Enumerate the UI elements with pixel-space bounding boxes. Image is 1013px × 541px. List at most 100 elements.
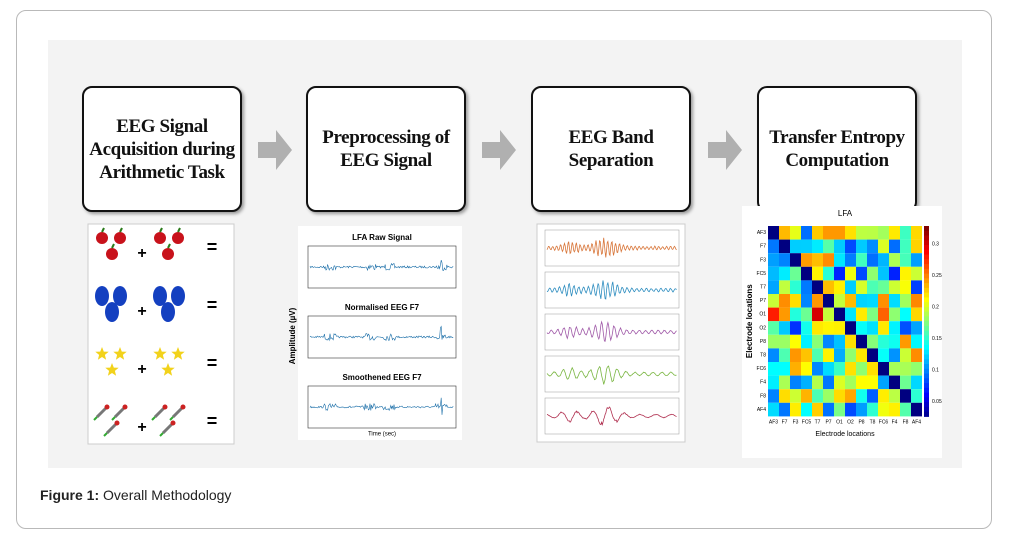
heatmap-cell <box>878 294 889 308</box>
plus-sign: + <box>137 419 146 436</box>
heatmap-cell <box>801 253 812 267</box>
heatmap-cell <box>889 402 900 417</box>
plus-sign: + <box>137 303 146 320</box>
balloon <box>113 286 127 306</box>
heatmap-cell <box>834 334 845 349</box>
heatmap-cell <box>856 321 867 335</box>
heatmap-cell <box>889 253 900 267</box>
x-axis-label: Electrode locations <box>815 431 875 438</box>
balloon <box>171 286 185 306</box>
col-label: AF4 <box>912 420 921 426</box>
heatmap-cell <box>812 253 823 267</box>
colorbar-tick: 0.25 <box>932 273 942 279</box>
heatmap-cell <box>900 375 911 390</box>
heatmap-cell <box>834 348 845 362</box>
rocket-flame <box>169 416 174 421</box>
colorbar-step <box>924 254 929 260</box>
heatmap-cell <box>856 294 867 308</box>
heatmap-cell <box>911 266 922 281</box>
heatmap-cell <box>801 362 812 376</box>
colorbar-tick: 0.2 <box>932 304 939 310</box>
heatmap-cell <box>834 321 845 335</box>
plus-sign: + <box>137 245 146 262</box>
colorbar-step <box>924 383 929 389</box>
heatmap-cell <box>878 362 889 376</box>
colorbar-step <box>924 278 929 284</box>
stem <box>101 227 105 233</box>
row-label: F7 <box>760 244 766 250</box>
colorbar-step <box>924 354 929 360</box>
heatmap-cell <box>768 307 779 322</box>
rocket-tip <box>122 404 128 410</box>
star <box>153 347 167 360</box>
heatmap-cell <box>900 334 911 349</box>
heatmap-cell <box>812 239 823 254</box>
heatmap-cell <box>911 348 922 362</box>
heatmap-cell <box>845 334 856 349</box>
row-label: O2 <box>759 325 766 331</box>
colorbar-step <box>924 268 929 275</box>
heatmap-cell <box>801 266 812 281</box>
heatmap-cell <box>801 226 812 240</box>
heatmap-cell <box>911 375 922 390</box>
heatmap-cell <box>878 226 889 240</box>
heatmap-cell <box>878 321 889 335</box>
plot-title: Normalised EEG F7 <box>345 303 420 312</box>
band-frame <box>544 313 680 351</box>
y-axis-label: Electrode locations <box>745 284 754 358</box>
heatmap-cell <box>801 307 812 322</box>
heatmap-cell <box>856 280 867 294</box>
heatmap-cell <box>878 253 889 267</box>
star <box>95 347 109 360</box>
heatmap-cell <box>900 348 911 362</box>
heatmap-cell <box>900 389 911 403</box>
heatmap-cell <box>779 321 790 335</box>
heatmap-cell <box>834 375 845 390</box>
heatmap-cell <box>845 402 856 417</box>
heatmap-cell <box>889 239 900 254</box>
preprocessing-panel <box>298 226 462 440</box>
colorbar-step <box>924 411 929 417</box>
heatmap-cell <box>878 402 889 417</box>
heatmap-cell <box>834 253 845 267</box>
heatmap-cell <box>889 375 900 390</box>
heatmap-cell <box>845 266 856 281</box>
row-label: T8 <box>760 353 766 359</box>
colorbar-step <box>924 259 929 265</box>
arrows <box>258 130 742 170</box>
row-label: F4 <box>760 380 766 386</box>
heatmap-cell <box>900 266 911 281</box>
heatmap-cell <box>790 280 801 294</box>
heatmap-cell <box>801 375 812 390</box>
heatmap-cell <box>900 280 911 294</box>
heatmap-cell <box>801 321 812 335</box>
heatmap-cell <box>768 389 779 403</box>
heatmap-cell <box>867 402 878 417</box>
colorbar-step <box>924 364 929 370</box>
heatmap-cell <box>768 253 779 267</box>
col-label: O1 <box>836 420 843 426</box>
heatmap-cell <box>856 402 867 417</box>
heatmap-cell <box>856 307 867 322</box>
colorbar-step <box>924 373 929 379</box>
arrow <box>258 130 292 170</box>
heatmap-cell <box>889 321 900 335</box>
heatmap-cell <box>911 362 922 376</box>
heatmap-cell <box>768 239 779 254</box>
heatmap-cell <box>790 266 801 281</box>
balloon <box>95 286 109 306</box>
heatmap-cell <box>779 375 790 390</box>
heatmap-cell <box>845 294 856 308</box>
col-label: F8 <box>903 420 909 426</box>
signal <box>309 325 454 342</box>
apple <box>154 232 166 244</box>
heatmap-cell <box>834 239 845 254</box>
band-frame <box>544 229 680 267</box>
heatmap-cell <box>823 253 834 267</box>
row-label: T7 <box>760 285 766 291</box>
heatmap-cell <box>779 362 790 376</box>
heatmap-cell <box>867 307 878 322</box>
equals-sign: = <box>207 295 218 315</box>
rocket-tip <box>114 420 120 426</box>
colorbar-step <box>924 273 929 279</box>
